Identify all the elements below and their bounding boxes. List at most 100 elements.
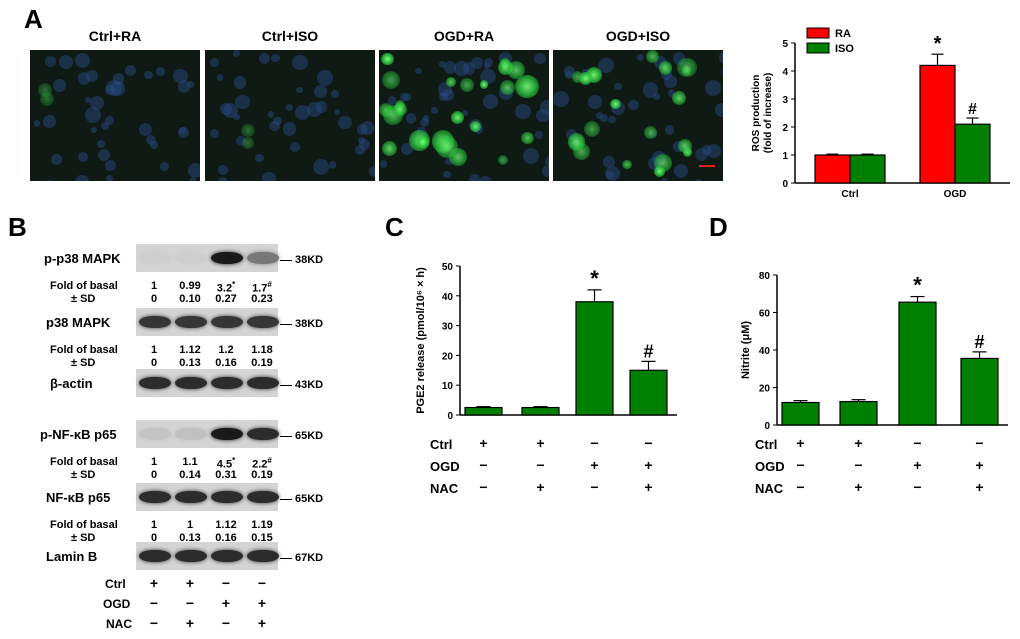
blot-band [175, 491, 207, 503]
nucleus [232, 50, 241, 58]
nucleus [271, 54, 280, 63]
y-tick-label: 20 [759, 384, 771, 395]
nucleus [540, 100, 549, 115]
bar [839, 400, 878, 426]
panel-label-d: D [709, 212, 728, 242]
fluorescent-cell [521, 131, 535, 145]
fold-value: 4.5* [216, 456, 236, 471]
fluorescent-cell [677, 57, 697, 78]
nucleus [596, 112, 604, 120]
nucleus [664, 75, 677, 88]
nucleus [420, 118, 430, 128]
nucleus [216, 74, 224, 82]
nucleus [187, 162, 200, 179]
bar-ra [814, 154, 851, 184]
fluorescent-cell [567, 133, 586, 151]
sd-value: 0.19 [251, 469, 273, 481]
scale-bar [699, 165, 715, 167]
y-axis-label: Nitrite (μM) [740, 321, 752, 379]
y-tick-label: 50 [442, 262, 454, 273]
condition-label: NAC [755, 481, 784, 496]
fluorescent-cell [643, 125, 657, 139]
blot-band [211, 316, 243, 328]
y-tick-label: 80 [759, 271, 771, 282]
nucleus [160, 162, 170, 172]
condition-sign: + [975, 479, 984, 495]
nucleus [105, 175, 113, 181]
y-tick-label: 0 [764, 421, 770, 432]
nucleus [98, 149, 111, 162]
blot-band [139, 491, 171, 503]
condition-sign: + [536, 435, 545, 451]
micrograph-image [30, 50, 200, 181]
nucleus [232, 113, 240, 121]
fold-value: 3.2* [216, 280, 236, 295]
nucleus [86, 70, 98, 82]
fluorescent-cell [671, 90, 687, 106]
pge2-release-chart: 0 10 20 30 40 50 PGE2 release (pmol/10⁶ × h) * # [415, 262, 677, 422]
blot-band [139, 316, 171, 328]
nucleus [461, 110, 468, 117]
blot-band [211, 491, 243, 503]
bar [898, 301, 937, 426]
bar-iso [954, 123, 991, 184]
y-tick-label: 30 [442, 322, 454, 333]
condition-sign: − [536, 457, 545, 473]
blot-band [247, 377, 279, 389]
condition-sign: + [257, 595, 267, 611]
nucleus [217, 177, 229, 181]
nucleus [85, 96, 92, 104]
nucleus [77, 72, 91, 86]
blot-strip [136, 542, 279, 570]
fluorescent-cell [38, 82, 53, 97]
nucleus [312, 158, 329, 175]
condition-sign: + [479, 435, 488, 451]
y-tick-label: 1 [782, 151, 788, 162]
significance-mark: # [643, 341, 653, 361]
sd-value: 0.14 [179, 469, 201, 481]
nucleus [89, 95, 104, 110]
fluorescent-cell [241, 137, 254, 150]
nucleus [444, 61, 457, 74]
condition-sign: + [257, 615, 267, 631]
blot-band [211, 377, 243, 389]
blot-strip [136, 308, 279, 336]
nitrite-chart: 0 20 40 60 80 Nitrite (μM) * # [740, 271, 1008, 432]
nucleus [156, 67, 165, 76]
nucleus [553, 91, 569, 107]
nucleus [286, 104, 294, 112]
blot-band [211, 252, 243, 264]
x-tick-label: OGD [944, 189, 967, 200]
blot-band [139, 377, 171, 389]
nucleus [414, 67, 422, 75]
panel-label-c: C [385, 212, 404, 242]
nucleus [150, 141, 158, 149]
fluorescent-cell [435, 136, 458, 159]
nucleus [438, 92, 448, 101]
nucleus [430, 106, 438, 114]
y-tick-label: 0 [782, 179, 788, 190]
y-axis-label: (fold of increase) [763, 73, 774, 154]
fold-value: 1.1 [182, 456, 198, 468]
blot-label: Lamin B [46, 549, 98, 564]
nucleus [255, 153, 264, 162]
nucleus [359, 138, 371, 150]
nucleus [404, 93, 412, 101]
y-tick-label: 5 [782, 39, 788, 50]
y-tick-label: 4 [782, 67, 788, 78]
condition-sign: − [854, 457, 863, 473]
nucleus [484, 63, 491, 70]
fold-value: 1 [150, 519, 158, 531]
nucleus [482, 93, 499, 110]
fluorescent-cell [609, 98, 621, 110]
fluorescent-cell [515, 74, 539, 99]
blot-band [175, 377, 207, 389]
nucleus [306, 101, 322, 117]
blot-label: β-actin [50, 376, 93, 391]
condition-sign: + [644, 457, 653, 473]
nucleus [189, 177, 197, 181]
condition-sign: + [854, 435, 863, 451]
condition-sign: + [149, 575, 159, 591]
condition-sign: − [149, 615, 159, 631]
sd-value: 0 [150, 532, 158, 544]
